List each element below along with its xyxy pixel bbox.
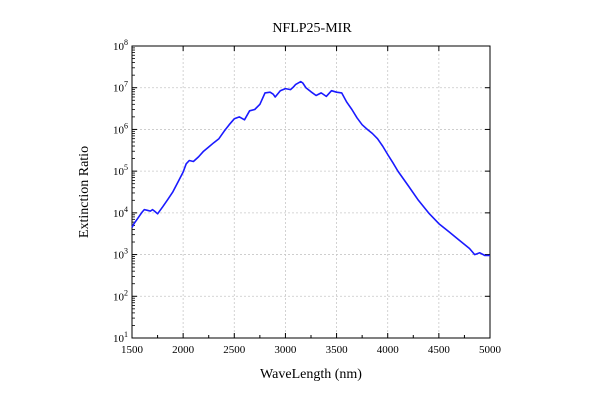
x-tick-label: 1500 [121,344,144,356]
plot-frame [131,45,491,339]
y-tick-label: 106 [113,121,128,136]
grid [132,46,490,338]
y-tick-label: 105 [113,163,128,178]
x-tick-label: 4500 [428,344,451,356]
x-tick-label: 3000 [274,344,297,356]
chart-title: NFLP25-MIR [272,21,352,36]
x-tick-label: 2500 [223,344,246,356]
y-tick-label: 104 [113,205,128,220]
x-tick-labels: 1500 2000 2500 3000 3500 4000 4500 5000 [121,344,502,356]
y-tick-label: 107 [113,80,128,95]
series-line [131,80,490,257]
x-tick-label: 4000 [377,344,400,356]
y-tick-label: 102 [113,288,128,303]
tick-marks [131,45,491,339]
x-axis-title: WaveLength (nm) [260,367,362,382]
y-axis-title: Extinction Ratio [77,146,92,238]
x-tick-label: 3500 [326,344,349,356]
y-tick-label: 101 [113,330,128,345]
y-tick-labels: 101 102 103 104 105 106 107 108 [113,38,128,345]
x-tick-label: 2000 [172,344,195,356]
x-tick-label: 5000 [479,344,502,356]
y-tick-label: 108 [113,38,128,53]
y-tick-label: 103 [113,247,128,262]
